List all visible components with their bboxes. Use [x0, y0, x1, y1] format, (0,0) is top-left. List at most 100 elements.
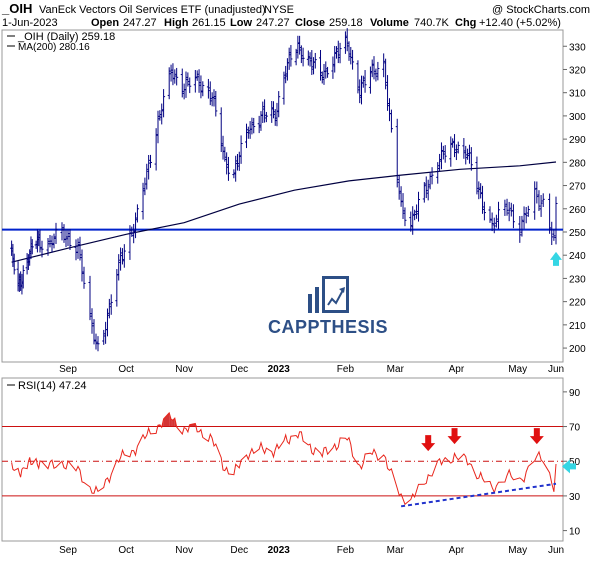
x-tick-label: Mar	[387, 545, 405, 556]
price-bar	[277, 91, 281, 118]
price-bar	[237, 151, 241, 171]
price-bar	[479, 183, 483, 199]
rsi-panel-frame	[1, 377, 564, 542]
price-bar	[197, 69, 201, 93]
price-bar	[141, 182, 145, 220]
x-tick-label: Oct	[118, 545, 134, 556]
price-bar	[454, 144, 458, 161]
price-bar	[374, 68, 378, 82]
price-bar	[541, 193, 545, 207]
price-bar	[518, 216, 522, 243]
price-bar	[503, 199, 507, 216]
price-bar	[92, 319, 96, 345]
price-bar	[505, 198, 509, 216]
price-bar	[64, 229, 68, 248]
x-tick-label: Nov	[175, 364, 193, 375]
price-legend-label: _OIH (Daily) 259.18	[17, 31, 115, 43]
price-bar	[443, 145, 447, 163]
price-bar	[201, 81, 205, 97]
price-bar	[535, 181, 539, 204]
chart-credit: @ StockCharts.com	[492, 4, 590, 16]
rsi-line	[11, 411, 557, 506]
price-bar	[102, 329, 106, 345]
price-y-tick-label: 210	[569, 321, 586, 332]
price-bar	[76, 238, 80, 259]
price-bar	[345, 28, 349, 52]
price-bar	[376, 61, 380, 81]
price-bar	[426, 179, 430, 201]
rsi-overbought-fill	[171, 419, 173, 427]
price-bar	[451, 138, 455, 148]
open-value: 247.27	[123, 17, 157, 29]
price-bar	[184, 71, 188, 98]
price-bar	[68, 229, 72, 251]
price-bar	[492, 217, 496, 234]
price-bar	[54, 222, 58, 244]
close-label: Close	[295, 17, 325, 29]
price-bar	[239, 135, 243, 164]
price-bar	[343, 31, 347, 54]
price-bar	[356, 60, 360, 94]
price-bar	[206, 78, 210, 99]
price-bar	[232, 169, 236, 179]
price-bar	[162, 89, 166, 118]
price-bar	[462, 138, 466, 159]
price-y-tick-label: 230	[569, 274, 586, 285]
price-bar	[351, 49, 355, 70]
price-bar	[175, 67, 179, 86]
price-bar	[511, 204, 515, 229]
price-bar	[335, 46, 338, 59]
x-tick-label: Sep	[59, 364, 77, 375]
price-bar	[301, 47, 305, 67]
price-bar	[413, 209, 417, 221]
price-bar	[50, 235, 54, 253]
price-bar	[456, 141, 460, 154]
x-tick-label: May	[508, 364, 527, 375]
close-value: 259.18	[329, 17, 363, 29]
price-bar	[40, 240, 44, 258]
price-bar	[424, 176, 428, 199]
low-value: 247.27	[256, 17, 290, 29]
price-bar	[219, 107, 223, 153]
price-bar	[548, 193, 552, 234]
price-y-tick-label: 220	[569, 298, 586, 309]
price-bar	[386, 75, 390, 111]
price-bar	[80, 249, 84, 282]
price-bar	[313, 52, 317, 69]
price-bar	[417, 191, 421, 222]
price-bar	[128, 225, 132, 260]
price-bar	[370, 59, 374, 78]
price-bar	[449, 136, 453, 167]
price-bar	[223, 146, 227, 162]
price-bar	[441, 145, 445, 160]
price-bar	[195, 70, 199, 81]
price-bar	[173, 69, 177, 84]
price-bar	[507, 201, 511, 222]
x-tick-label: Jun	[548, 545, 564, 556]
price-bar	[250, 117, 254, 135]
price-bar	[336, 40, 340, 64]
price-bar	[395, 118, 399, 188]
rsi-y-tick-label: 90	[569, 388, 581, 399]
price-bar	[226, 156, 230, 181]
price-bar	[494, 214, 498, 228]
price-bar	[60, 222, 64, 241]
price-bar	[167, 67, 171, 100]
price-y-tick-label: 330	[569, 42, 586, 53]
price-bar	[550, 221, 554, 245]
x-tick-label: Feb	[337, 364, 355, 375]
price-bar	[134, 212, 138, 239]
rsi-legend: RSI(14) 47.24	[7, 380, 86, 392]
price-bar	[186, 72, 190, 87]
price-y-tick-label: 300	[569, 112, 586, 123]
price-bar	[422, 182, 426, 203]
red-down-arrow	[529, 428, 544, 445]
price-bar	[193, 70, 197, 93]
price-bar	[199, 75, 203, 99]
price-bar	[475, 156, 479, 195]
volume-value: 740.7K	[414, 17, 450, 29]
chart-symbol: _OIH	[1, 1, 32, 16]
price-bar	[21, 265, 25, 289]
price-bar	[212, 89, 216, 107]
